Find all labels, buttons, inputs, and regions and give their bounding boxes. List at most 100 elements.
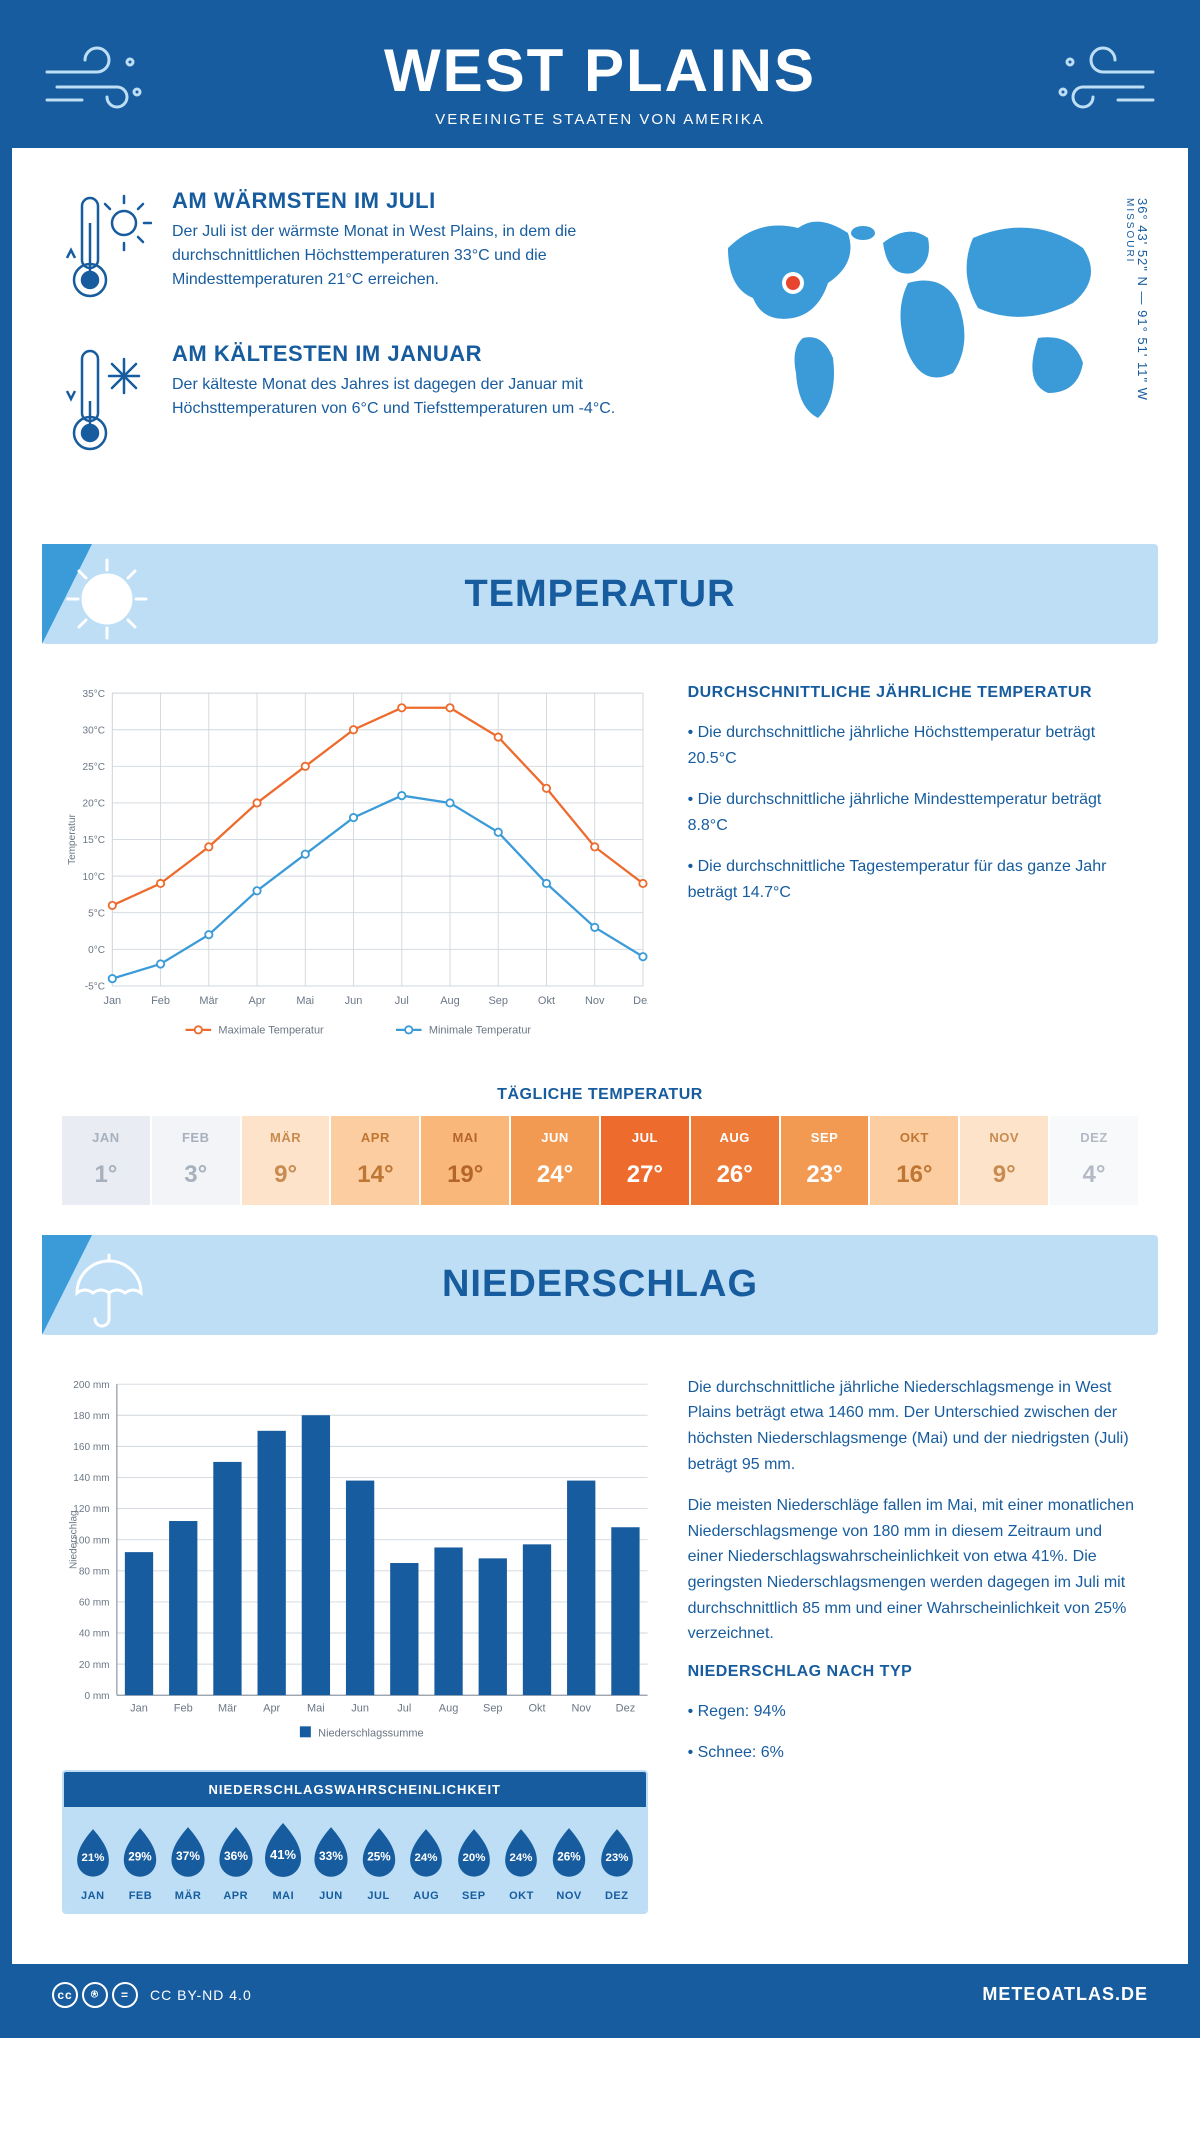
heat-cell: JAN1°	[62, 1116, 150, 1205]
sun-icon	[62, 554, 152, 649]
summary-bullet: • Die durchschnittliche jährliche Mindes…	[688, 787, 1138, 838]
type-bullet: • Schnee: 6%	[688, 1740, 1138, 1766]
svg-text:20 mm: 20 mm	[79, 1660, 110, 1671]
svg-text:Maximale Temperatur: Maximale Temperatur	[218, 1024, 324, 1036]
svg-text:Jul: Jul	[397, 1703, 411, 1715]
heat-cell: SEP23°	[781, 1116, 869, 1205]
svg-text:26%: 26%	[557, 1850, 581, 1863]
state-label: MISSOURI	[1124, 198, 1135, 401]
svg-text:Jun: Jun	[351, 1703, 369, 1715]
probability-cell: 24% AUG	[403, 1821, 449, 1902]
svg-text:0°C: 0°C	[88, 945, 105, 956]
svg-text:Jan: Jan	[103, 995, 121, 1007]
temperature-row: -5°C0°C5°C10°C15°C20°C25°C30°C35°CJanFeb…	[12, 644, 1188, 1066]
wind-icon	[1048, 42, 1158, 127]
coordinates: 36° 43' 52" N — 91° 51' 11" W MISSOURI	[1124, 198, 1150, 401]
intro-row: AM WÄRMSTEN IM JULI Der Juli ist der wär…	[12, 148, 1188, 524]
svg-text:-5°C: -5°C	[85, 982, 105, 993]
svg-text:10°C: 10°C	[83, 872, 105, 883]
svg-text:15°C: 15°C	[83, 835, 105, 846]
fact-heading: AM KÄLTESTEN IM JANUAR	[172, 341, 678, 367]
svg-text:Aug: Aug	[440, 995, 460, 1007]
type-heading: NIEDERSCHLAG NACH TYP	[688, 1663, 1138, 1681]
coords-value: 36° 43' 52" N — 91° 51' 11" W	[1135, 198, 1150, 401]
thermometer-cold-icon	[62, 341, 152, 466]
probability-cell: 21% JAN	[70, 1821, 116, 1902]
probability-cell: 24% OKT	[499, 1821, 545, 1902]
svg-text:25%: 25%	[367, 1850, 391, 1863]
svg-text:Jul: Jul	[395, 995, 409, 1007]
temperature-line-chart: -5°C0°C5°C10°C15°C20°C25°C30°C35°CJanFeb…	[62, 684, 648, 1046]
svg-text:Okt: Okt	[538, 995, 555, 1007]
precipitation-bar-chart: 0 mm20 mm40 mm60 mm80 mm100 mm120 mm140 …	[62, 1375, 648, 1741]
svg-text:Okt: Okt	[528, 1703, 545, 1715]
svg-text:Dez: Dez	[616, 1703, 636, 1715]
heat-cell: DEZ4°	[1050, 1116, 1138, 1205]
svg-text:5°C: 5°C	[88, 908, 105, 919]
probability-cell: 23% DEZ	[594, 1821, 640, 1902]
section-banner-temperature: TEMPERATUR	[42, 544, 1158, 644]
svg-text:33%: 33%	[319, 1849, 343, 1863]
svg-text:0 mm: 0 mm	[84, 1691, 109, 1702]
probability-cell: 20% SEP	[451, 1821, 497, 1902]
svg-text:24%: 24%	[415, 1852, 438, 1864]
svg-text:60 mm: 60 mm	[79, 1597, 110, 1608]
world-map: 36° 43' 52" N — 91° 51' 11" W MISSOURI	[708, 188, 1138, 494]
site-credit: METEOATLAS.DE	[982, 1984, 1148, 2005]
summary-text: Die durchschnittliche jährliche Niedersc…	[688, 1375, 1138, 1477]
svg-text:160 mm: 160 mm	[73, 1442, 109, 1453]
svg-text:37%: 37%	[176, 1849, 200, 1863]
infographic-frame: WEST PLAINS VEREINIGTE STAATEN VON AMERI…	[0, 0, 1200, 2038]
heat-cell: APR14°	[331, 1116, 419, 1205]
svg-text:Mai: Mai	[296, 995, 314, 1007]
license-text: CC BY-ND 4.0	[150, 1987, 252, 2003]
intro-facts: AM WÄRMSTEN IM JULI Der Juli ist der wär…	[62, 188, 678, 494]
svg-text:Mai: Mai	[307, 1703, 325, 1715]
section-heading: TEMPERATUR	[464, 573, 735, 616]
temperature-summary: DURCHSCHNITTLICHE JÄHRLICHE TEMPERATUR •…	[688, 684, 1138, 1046]
section-banner-precipitation: NIEDERSCHLAG	[42, 1235, 1158, 1335]
page-title: WEST PLAINS	[32, 36, 1168, 105]
probability-cell: 26% NOV	[546, 1821, 592, 1902]
svg-text:40 mm: 40 mm	[79, 1628, 110, 1639]
heat-cell: OKT16°	[870, 1116, 958, 1205]
header: WEST PLAINS VEREINIGTE STAATEN VON AMERI…	[12, 12, 1188, 148]
svg-text:24%: 24%	[510, 1852, 533, 1864]
cc-icon: cc⍟=	[52, 1982, 138, 2008]
heat-cell: MAI19°	[421, 1116, 509, 1205]
probability-cell: 33% JUN	[308, 1821, 354, 1902]
svg-text:Dez: Dez	[633, 995, 647, 1007]
summary-bullet: • Die durchschnittliche jährliche Höchst…	[688, 720, 1138, 771]
svg-text:Apr: Apr	[263, 1703, 280, 1715]
svg-text:Sep: Sep	[483, 1703, 503, 1715]
svg-text:21%: 21%	[81, 1852, 104, 1864]
heat-cell: JUN24°	[511, 1116, 599, 1205]
svg-text:Niederschlag: Niederschlag	[69, 1510, 80, 1569]
section-heading: NIEDERSCHLAG	[442, 1263, 758, 1306]
probability-cell: 37% MÄR	[165, 1821, 211, 1902]
probability-cell: 25% JUL	[356, 1821, 402, 1902]
svg-text:29%: 29%	[129, 1850, 153, 1863]
heat-cell: NOV9°	[960, 1116, 1048, 1205]
svg-text:Mär: Mär	[199, 995, 218, 1007]
svg-text:Feb: Feb	[174, 1703, 193, 1715]
fact-warmest: AM WÄRMSTEN IM JULI Der Juli ist der wär…	[62, 188, 678, 313]
heat-cell: FEB3°	[152, 1116, 240, 1205]
fact-coldest: AM KÄLTESTEN IM JANUAR Der kälteste Mona…	[62, 341, 678, 466]
fact-body: Der kälteste Monat des Jahres ist dagege…	[172, 373, 678, 421]
svg-text:Nov: Nov	[571, 1703, 591, 1715]
precipitation-probability-box: NIEDERSCHLAGSWAHRSCHEINLICHKEIT 21% JAN …	[62, 1770, 648, 1914]
probability-cell: 29% FEB	[118, 1821, 164, 1902]
svg-text:20°C: 20°C	[83, 799, 105, 810]
summary-bullet: • Die durchschnittliche Tagestemperatur …	[688, 854, 1138, 905]
precipitation-column: 0 mm20 mm40 mm60 mm80 mm100 mm120 mm140 …	[62, 1375, 648, 1914]
precipitation-summary: Die durchschnittliche jährliche Niedersc…	[688, 1375, 1138, 1914]
svg-text:Jan: Jan	[130, 1703, 148, 1715]
svg-text:200 mm: 200 mm	[73, 1380, 109, 1391]
license-block: cc⍟= CC BY-ND 4.0	[52, 1982, 252, 2008]
svg-text:25°C: 25°C	[83, 762, 105, 773]
probability-cell: 36% APR	[213, 1821, 259, 1902]
svg-text:Minimale Temperatur: Minimale Temperatur	[429, 1024, 532, 1036]
svg-text:30°C: 30°C	[83, 725, 105, 736]
svg-text:Sep: Sep	[488, 995, 508, 1007]
